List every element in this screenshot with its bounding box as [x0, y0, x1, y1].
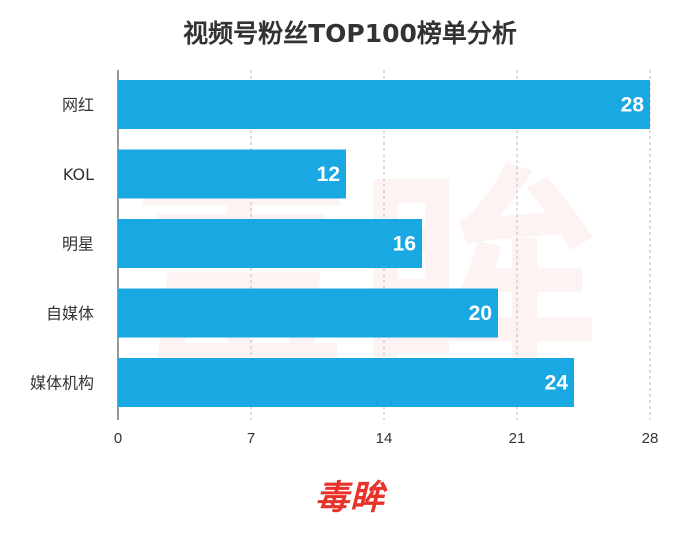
bar: [118, 288, 498, 338]
x-tick-label: 14: [376, 430, 393, 447]
value-label: 16: [393, 233, 416, 256]
category-label: 网红: [62, 96, 94, 115]
bar: [118, 149, 346, 199]
bars: 28 12 16 20 24: [118, 80, 650, 407]
bar: [118, 80, 650, 129]
bar: [118, 219, 422, 268]
chart-title: 视频号粉丝TOP100榜单分析: [183, 19, 517, 48]
x-tick-label: 7: [247, 430, 255, 447]
brand-logo: 毒眸: [315, 478, 385, 518]
x-tick-labels: 0 7 14 21 28: [114, 430, 659, 447]
category-label: 自媒体: [46, 304, 94, 323]
category-label: 明星: [62, 235, 94, 254]
category-label: 媒体机构: [30, 374, 94, 393]
value-label: 20: [469, 302, 492, 325]
bar: [118, 358, 574, 407]
x-tick-label: 21: [509, 430, 526, 447]
category-label: KOL: [63, 165, 94, 184]
value-label: 12: [317, 163, 340, 186]
x-tick-label: 0: [114, 430, 122, 447]
x-tick-label: 28: [642, 430, 659, 447]
value-label: 24: [545, 372, 569, 395]
value-label: 28: [621, 94, 645, 117]
